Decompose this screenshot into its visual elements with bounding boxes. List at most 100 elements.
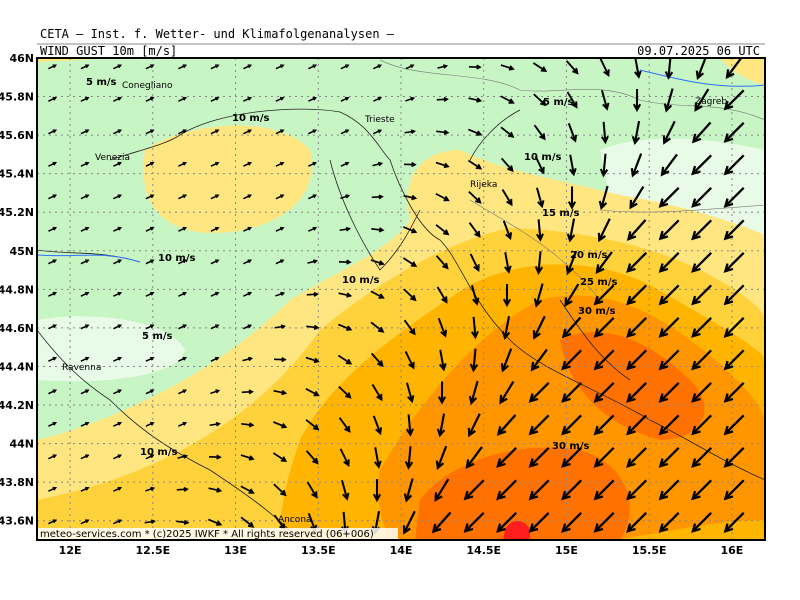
wind-arrow [595,251,613,274]
wind-arrow [80,226,90,232]
wind-arrow [561,446,583,468]
wind-arrow [305,387,320,397]
wind-arrow [370,321,385,333]
wind-arrow [632,89,642,113]
wind-arrow [534,251,544,275]
wind-arrow [593,446,615,468]
wind-arrow [664,58,674,80]
wind-arrow [145,421,155,427]
wind-arrow [658,511,680,533]
wind-arrow [340,194,351,200]
wind-arrow [658,349,680,371]
wind-arrow [370,259,385,266]
wind-arrow [436,413,446,438]
wind-arrow [402,510,416,535]
wind-arrow [80,129,90,135]
wind-arrow [178,259,188,265]
wind-arrow [340,161,350,167]
wind-arrow [145,161,155,167]
wind-arrow [691,511,713,533]
contour-label: 25 m/s [580,277,617,288]
contour-label: 5 m/s [86,77,117,88]
wind-arrow [273,421,288,429]
lon-tick-label: 16E [720,544,743,557]
wind-arrow [599,58,610,77]
wind-arrow [500,95,515,104]
wind-arrow [145,486,156,492]
wind-arrow [691,446,713,468]
header-title: CETA — Inst. f. Wetter- und Klimafolgena… [40,27,395,41]
wind-arrow [470,284,480,306]
wind-arrow [533,124,546,141]
wind-arrow [626,511,648,533]
lat-tick-label: 44.4N [0,360,34,373]
wind-arrow [275,161,285,167]
wind-arrow [723,89,745,111]
wind-arrow [243,324,253,330]
wind-arrow [48,389,58,395]
wind-arrow [500,64,515,71]
lat-tick-label: 45.6N [0,129,34,142]
wind-arrow [504,252,512,274]
wind-arrow [113,64,123,70]
wind-arrow [502,220,513,241]
wind-arrow [434,478,450,502]
lat-tick-label: 45.2N [0,206,34,219]
wind-arrow [662,120,676,145]
wind-arrow [372,479,382,503]
wind-arrow [405,414,414,437]
wind-arrow [691,414,713,436]
wind-arrow [598,185,609,211]
wind-arrow [404,350,415,370]
contour-label: 20 m/s [570,250,607,261]
contour-label: 30 m/s [578,306,615,317]
wind-arrow [273,357,287,363]
wind-arrow [658,251,680,273]
wind-arrow [496,414,517,436]
wind-arrow [723,381,745,403]
wind-arrow [435,192,450,202]
lat-tick-label: 44.2N [0,399,34,412]
wind-arrow [403,288,417,302]
wind-arrow [626,381,648,403]
wind-arrow [634,58,642,79]
wind-arrow [725,58,743,79]
wind-arrow [275,64,285,70]
footer: meteo-services.com * (c)2025 IWKF * All … [40,529,374,540]
wind-arrow [275,129,285,135]
wind-arrow [691,219,713,241]
wind-arrow [435,224,450,236]
wind-arrow [176,519,190,525]
wind-arrow [593,414,615,436]
wind-arrow [373,64,383,70]
wind-arrow [113,324,123,330]
coastline [37,108,765,540]
wind-arrow [243,64,253,70]
band-30-35 [560,332,705,440]
wind-arrow [626,316,648,338]
wind-arrow [436,286,448,304]
wind-arrow [145,226,155,232]
wind-arrow [145,194,155,200]
wind-arrow [723,121,745,143]
wind-arrow [469,348,479,373]
wind-arrow [467,159,483,170]
wind-arrow [496,479,518,501]
wind-arrow [113,226,123,232]
wind-arrow [501,315,511,341]
wind-arrow [178,64,188,70]
lon-tick-label: 15E [555,544,578,557]
wind-arrow [371,194,384,200]
wind-arrow [439,349,447,372]
place-label: Ancona [278,515,312,525]
wind-arrow [626,219,647,241]
lat-tick-label: 44.8N [0,283,34,296]
wind-arrow [528,446,550,468]
wind-arrow [48,454,58,460]
wind-arrow [275,96,285,102]
wind-arrow [48,519,58,525]
wind-arrow [178,194,188,200]
wind-arrow [275,259,285,265]
wind-arrow [80,454,90,460]
